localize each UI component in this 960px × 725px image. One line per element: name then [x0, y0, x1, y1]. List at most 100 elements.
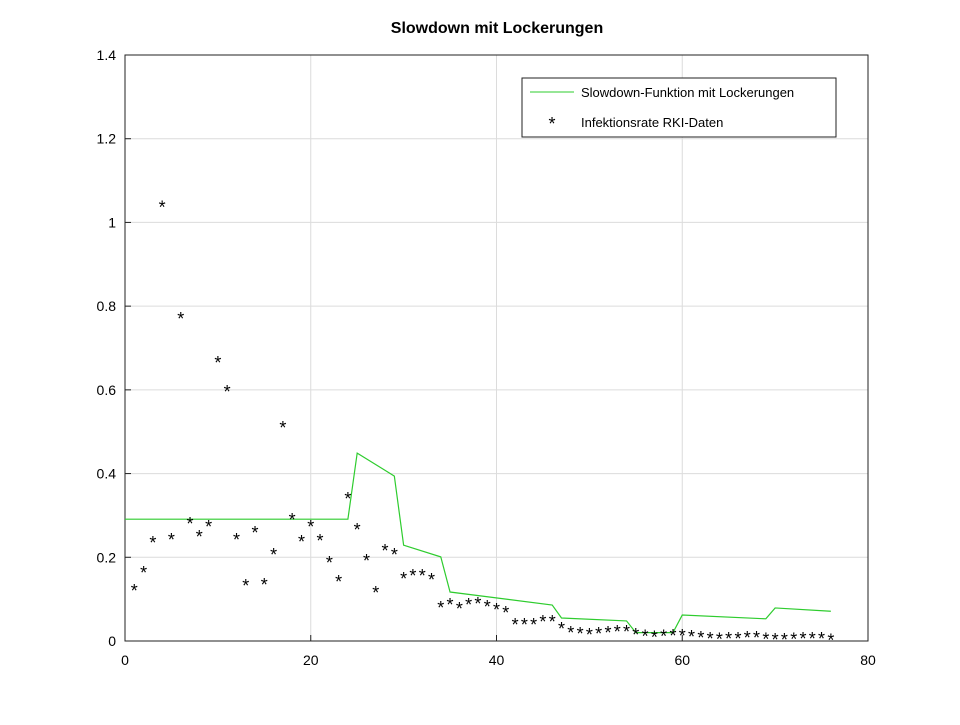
scatter-point: *	[149, 533, 156, 553]
scatter-point: *	[159, 198, 166, 218]
scatter-point: *	[688, 627, 695, 647]
scatter-point: *	[781, 630, 788, 650]
scatter-point: *	[205, 517, 212, 537]
legend-label-scatter: Infektionsrate RKI-Daten	[581, 115, 723, 130]
y-tick-label: 1.4	[97, 47, 117, 63]
scatter-point: *	[177, 309, 184, 329]
y-tick-label: 0.8	[97, 298, 117, 314]
x-tick-label: 20	[303, 652, 319, 668]
scatter-point: *	[660, 627, 667, 647]
grid	[125, 55, 868, 641]
axis-ticks: 0 20 40 60 80 0 0.2 0.4 0.6 0.8 1 1.2 1.4	[97, 47, 876, 668]
scatter-point: *	[279, 418, 286, 438]
scatter-point: *	[679, 626, 686, 646]
scatter-point: *	[744, 628, 751, 648]
scatter-point: *	[539, 612, 546, 632]
legend-marker-star: *	[548, 114, 555, 134]
scatter-point: *	[697, 628, 704, 648]
scatter-point: *	[400, 569, 407, 589]
scatter-point: *	[298, 532, 305, 552]
scatter-point: *	[530, 615, 537, 635]
y-tick-label: 0.6	[97, 382, 117, 398]
scatter-point: *	[502, 603, 509, 623]
scatter-point: *	[772, 630, 779, 650]
y-tick-label: 0.4	[97, 466, 117, 482]
legend-box	[521, 77, 837, 138]
y-tick-label: 1.2	[97, 131, 117, 147]
scatter-point: *	[307, 517, 314, 537]
scatter-point: *	[512, 615, 519, 635]
scatter-point: *	[558, 619, 565, 639]
scatter-point: *	[809, 629, 816, 649]
x-tick-label: 80	[860, 652, 876, 668]
scatter-point: *	[465, 595, 472, 615]
scatter-point: *	[493, 600, 500, 620]
scatter-point: *	[335, 572, 342, 592]
scatter-point: *	[484, 597, 491, 617]
chart-title: Slowdown mit Lockerungen	[391, 20, 603, 37]
scatter-point: *	[586, 625, 593, 645]
scatter-point: *	[363, 551, 370, 571]
scatter-point: *	[521, 615, 528, 635]
scatter-point: *	[456, 599, 463, 619]
scatter-point: *	[214, 353, 221, 373]
legend: Slowdown-Funktion mit Lockerungen * Infe…	[521, 77, 837, 138]
scatter-point: *	[196, 527, 203, 547]
scatter-point: *	[224, 382, 231, 402]
scatter-point: *	[725, 629, 732, 649]
x-tick-label: 0	[121, 652, 129, 668]
x-tick-label: 40	[489, 652, 505, 668]
scatter-point: *	[391, 545, 398, 565]
scatter-point: *	[131, 581, 138, 601]
scatter-point: *	[762, 630, 769, 650]
scatter-point: *	[595, 624, 602, 644]
scatter-point: *	[187, 514, 194, 534]
scatter-point: *	[614, 622, 621, 642]
scatter-point: *	[419, 566, 426, 586]
scatter-point: *	[799, 629, 806, 649]
scatter-point: *	[707, 629, 714, 649]
scatter-point: *	[642, 627, 649, 647]
legend-label-line: Slowdown-Funktion mit Lockerungen	[581, 85, 794, 100]
scatter-point: *	[289, 510, 296, 530]
scatter-point: *	[549, 612, 556, 632]
x-tick-label: 60	[674, 652, 690, 668]
slowdown-line	[125, 452, 831, 634]
scatter-point: *	[344, 489, 351, 509]
scatter-point: *	[428, 570, 435, 590]
scatter-point: *	[734, 629, 741, 649]
scatter-point: *	[790, 630, 797, 650]
scatter-point: *	[252, 523, 259, 543]
y-tick-label: 1	[108, 214, 116, 230]
y-tick-label: 0	[108, 633, 116, 649]
scatter-point: *	[270, 545, 277, 565]
scatter-point: *	[669, 626, 676, 646]
series-layer: **************************** ** * * ** * * * * * *…	[125, 198, 834, 650]
scatter-point: *	[623, 622, 630, 642]
scatter-point: *	[242, 576, 249, 596]
scatter-point: *	[577, 624, 584, 644]
scatter-point: *	[827, 630, 834, 650]
scatter-point: *	[326, 553, 333, 573]
scatter-point: *	[632, 625, 639, 645]
scatter-point: *	[168, 530, 175, 550]
scatter-point: *	[447, 595, 454, 615]
scatter-point: *	[474, 594, 481, 614]
scatter-point: *	[651, 628, 658, 648]
scatter-point: *	[753, 628, 760, 648]
scatter-point: *	[372, 583, 379, 603]
scatter-point: *	[409, 566, 416, 586]
scatter-point: *	[382, 541, 389, 561]
scatter-point: *	[354, 520, 361, 540]
scatter-point: *	[818, 629, 825, 649]
scatter-point: *	[604, 623, 611, 643]
scatter-point: *	[261, 575, 268, 595]
scatter-point: *	[437, 598, 444, 618]
y-tick-label: 0.2	[97, 549, 117, 565]
scatter-point: *	[233, 530, 240, 550]
scatter-point: *	[567, 623, 574, 643]
scatter-point: *	[140, 563, 147, 583]
scatter-point: *	[317, 531, 324, 551]
scatter-point: *	[716, 630, 723, 650]
